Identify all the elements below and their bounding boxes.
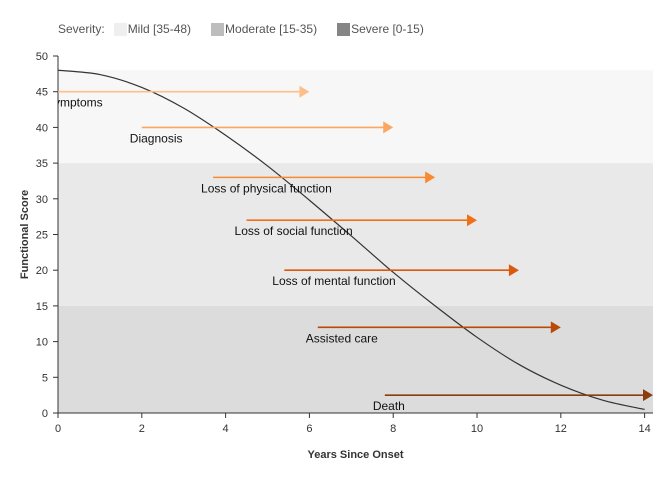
y-tick-label: 30 [36,194,48,206]
event-label: Symptoms [46,96,103,110]
event-arrows: Symptoms Diagnosis Loss of physical functi… [46,85,653,413]
curve-layer [58,69,645,411]
x-tick-label: 4 [223,423,229,435]
y-tick-label: 0 [42,408,48,420]
legend-label-moderate: Moderate [15-35) [225,22,318,36]
x-tick-label: 8 [390,423,396,435]
event-arrow-head [425,171,436,184]
axes: 0 5 10 15 20 25 30 35 40 45 50 0 2 4 6 8 10 12 14 [36,51,653,435]
y-tick-label: 35 [36,158,48,170]
event-arrow-head [550,321,561,334]
event-assisted-care: Assisted care [306,321,561,345]
event-death: Death [373,389,653,413]
event-label: Diagnosis [130,131,183,145]
x-tick-label: 6 [306,423,312,435]
legend-title: Severity: [58,22,105,36]
x-axis-title: Years Since Onset [308,449,404,461]
event-loss-of-mental-function: Loss of mental function [272,264,519,288]
y-tick-label: 20 [36,265,48,277]
x-tick-label: 10 [471,423,483,435]
event-arrow-head [467,214,478,227]
event-label: Loss of social function [235,224,353,238]
legend-swatch-severe [337,22,351,36]
legend-label-mild: Mild [35-48) [127,22,192,36]
y-tick-label: 15 [36,301,48,313]
band-severe-0-15 [58,305,653,413]
event-loss-of-physical-function: Loss of physical function [201,171,436,195]
legend-item-mild: Mild [35-48) [113,22,192,36]
y-tick-label: 40 [36,122,48,134]
event-arrow-head [383,121,394,134]
functional-score-curve [58,69,645,411]
event-label: Death [373,399,405,413]
y-tick-label: 45 [36,87,48,99]
severity-bands [58,70,653,413]
event-arrow-head [508,264,519,277]
x-tick-label: 2 [139,423,145,435]
event-label: Loss of mental function [272,274,395,288]
legend-item-severe: Severe [0-15) [337,22,424,36]
event-diagnosis: Diagnosis [130,121,394,145]
band-moderate-15-35 [58,163,653,306]
y-tick-label: 10 [36,337,48,349]
event-loss-of-social-function: Loss of social function [235,214,478,238]
y-tick-label: 5 [42,372,48,384]
y-tick-label: 50 [36,51,48,63]
event-arrow-head [643,389,653,402]
event-arrow-head [299,85,310,98]
x-tick-label: 14 [638,423,650,435]
legend-swatch-mild [113,22,127,36]
x-tick-label: 0 [55,423,61,435]
legend: Severity: Mild [35-48) Moderate [15-35) … [58,21,444,37]
legend-item-moderate: Moderate [15-35) [211,22,317,36]
event-label: Loss of physical function [201,181,332,195]
band-mild-35-48 [58,70,653,164]
y-axis-title: Functional Score [19,190,31,279]
legend-swatch-moderate [211,22,225,36]
legend-label-severe: Severe [0-15) [351,22,424,36]
x-tick-label: 12 [555,423,567,435]
event-symptoms: Symptoms [46,85,310,110]
y-tick-label: 25 [36,230,48,242]
event-label: Assisted care [306,331,378,345]
